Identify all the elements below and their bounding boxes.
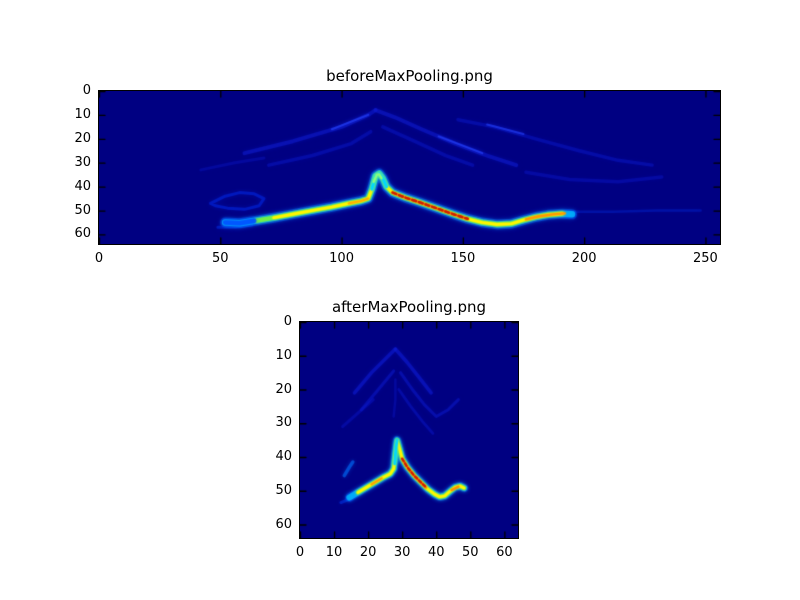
y-tick-label: 60 bbox=[275, 516, 292, 532]
y-tick-label: 20 bbox=[275, 381, 292, 397]
x-tick-label: 100 bbox=[329, 251, 354, 266]
heatmap-after-maxpooling bbox=[299, 321, 519, 539]
x-tick-label: 60 bbox=[496, 545, 513, 560]
heatmap-before-maxpooling bbox=[98, 90, 721, 245]
y-tick-label: 10 bbox=[74, 106, 91, 122]
y-tick-label: 60 bbox=[74, 226, 91, 242]
x-tick-label: 250 bbox=[693, 251, 718, 266]
subplot-before-title: beforeMaxPooling.png bbox=[326, 67, 493, 85]
x-tick-label: 40 bbox=[427, 545, 445, 560]
subplot-after-title: afterMaxPooling.png bbox=[331, 298, 487, 316]
x-tick-label: 0 bbox=[295, 545, 305, 560]
y-tick-label: 50 bbox=[74, 202, 91, 218]
y-tick-label: 30 bbox=[275, 415, 292, 431]
y-tick-label: 0 bbox=[283, 314, 292, 329]
x-tick-label: 20 bbox=[359, 545, 377, 560]
x-tick-label: 0 bbox=[94, 251, 104, 266]
y-tick-label: 20 bbox=[74, 130, 91, 146]
y-tick-label: 40 bbox=[74, 178, 91, 194]
y-tick-label: 40 bbox=[275, 449, 292, 464]
y-tick-label: 30 bbox=[74, 154, 91, 170]
y-tick-label: 0 bbox=[82, 83, 91, 98]
y-tick-label: 10 bbox=[275, 347, 292, 363]
x-tick-label: 10 bbox=[325, 545, 343, 560]
y-tick-label: 50 bbox=[275, 482, 292, 498]
x-tick-label: 200 bbox=[571, 251, 597, 266]
x-tick-label: 50 bbox=[212, 251, 229, 266]
x-tick-label: 30 bbox=[393, 545, 411, 560]
x-tick-label: 50 bbox=[462, 545, 479, 560]
x-tick-label: 150 bbox=[450, 251, 476, 266]
